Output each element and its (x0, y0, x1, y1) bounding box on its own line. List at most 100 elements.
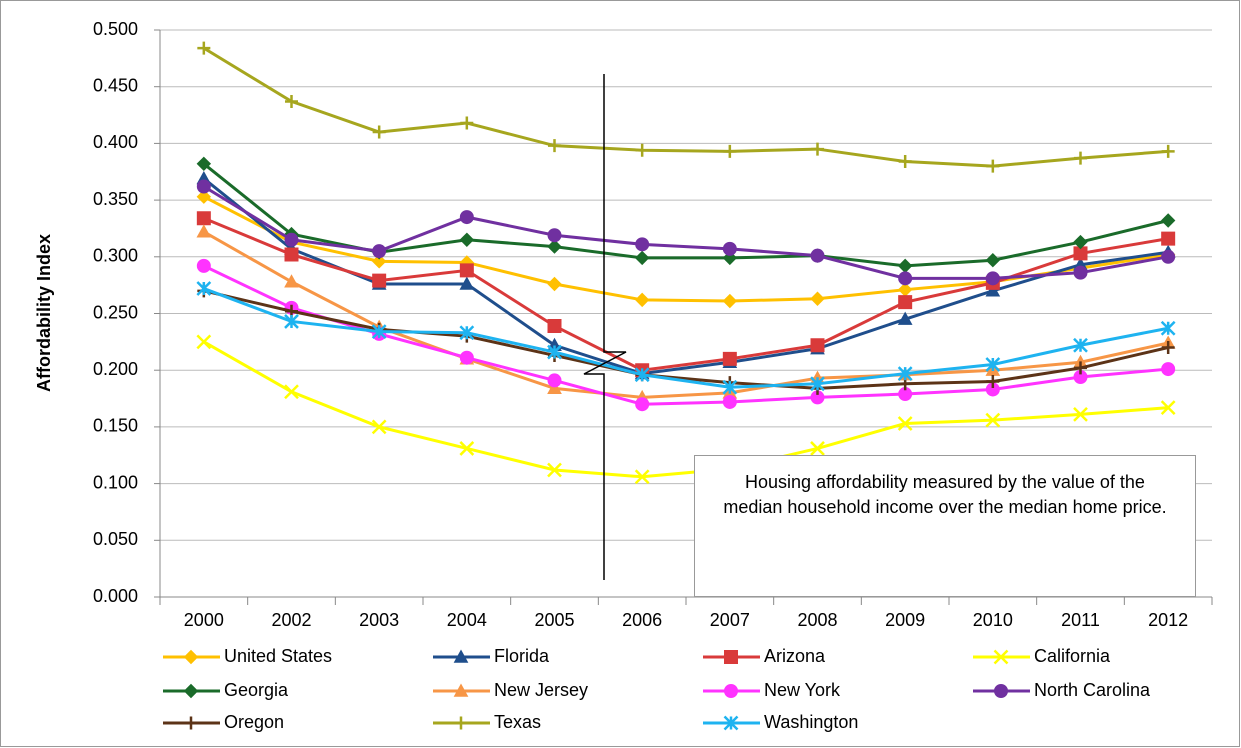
y-tick-label: 0.000 (93, 586, 138, 606)
x-tick-label: 2000 (184, 610, 224, 630)
data-point (634, 367, 650, 383)
data-point (898, 295, 913, 310)
data-point (547, 276, 562, 292)
x-tick-label: 2009 (885, 610, 925, 630)
data-point (547, 373, 562, 388)
data-point (371, 254, 387, 269)
data-point (459, 350, 474, 365)
data-point (284, 314, 299, 329)
legend-label: Texas (494, 712, 541, 732)
data-point (1160, 213, 1176, 228)
series-line (203, 185, 1169, 280)
data-point (459, 276, 475, 290)
data-point (635, 143, 649, 157)
data-point (284, 384, 299, 400)
data-point (898, 155, 912, 169)
series-line (202, 162, 1169, 268)
data-point (196, 156, 212, 172)
plot (196, 41, 1176, 485)
axis-break (583, 74, 627, 580)
data-point (459, 441, 475, 456)
data-point (196, 179, 211, 194)
data-point (810, 376, 825, 392)
y-tick-label: 0.500 (93, 19, 138, 39)
legend-label: New York (764, 680, 841, 700)
data-point (1160, 400, 1176, 416)
data-point (810, 291, 825, 306)
data-point (547, 462, 562, 478)
legend-marker (454, 716, 468, 730)
x-tick-label: 2012 (1148, 610, 1188, 630)
data-point (196, 211, 211, 226)
legend-marker (723, 684, 739, 698)
data-point (634, 469, 650, 485)
data-point (810, 390, 825, 405)
data-point (459, 263, 474, 278)
legend-label: California (1034, 646, 1111, 666)
data-point (459, 232, 475, 247)
data-point (197, 41, 211, 55)
x-tick-label: 2002 (271, 610, 311, 630)
data-point (284, 274, 299, 288)
x-tick-label: 2011 (1061, 610, 1100, 630)
data-point (897, 416, 913, 431)
data-point (547, 344, 562, 360)
data-point (898, 271, 913, 286)
series-line (203, 264, 1169, 406)
data-point (459, 325, 475, 341)
series-line (203, 195, 1169, 303)
series-line (203, 216, 1169, 372)
legend-label: Georgia (224, 680, 289, 700)
series-line (203, 340, 1169, 479)
data-point (723, 144, 737, 158)
y-axis-title: Affordability Index (34, 234, 54, 392)
data-point (196, 281, 212, 296)
data-point (1074, 361, 1087, 375)
legend-label: Florida (494, 646, 550, 666)
y-tick-label: 0.200 (93, 359, 138, 379)
data-point (810, 441, 825, 456)
data-point (547, 239, 562, 254)
legend-label: New Jersey (494, 680, 588, 700)
data-point (985, 283, 1001, 297)
data-point (811, 142, 824, 156)
data-point (459, 210, 474, 225)
data-point (1073, 407, 1088, 422)
data-point (547, 380, 562, 395)
series-line (203, 289, 1169, 390)
data-point (1160, 320, 1176, 336)
data-point (810, 338, 825, 353)
data-point (635, 237, 650, 252)
data-point (284, 232, 299, 247)
x-tick-label: 2003 (359, 610, 399, 630)
data-point (985, 271, 1000, 286)
legend-label: Oregon (224, 712, 284, 732)
data-point (897, 366, 913, 381)
legend-marker (993, 649, 1009, 665)
data-point (1073, 234, 1088, 250)
data-point (1161, 341, 1175, 355)
data-point (898, 387, 913, 402)
data-point (371, 324, 387, 340)
y-tick-label: 0.450 (93, 75, 138, 95)
data-point (284, 247, 299, 262)
data-point (897, 258, 913, 274)
data-point (722, 351, 737, 366)
legend-label: Washington (764, 712, 858, 732)
x-tick-label: 2010 (973, 610, 1013, 630)
y-tick-label: 0.050 (93, 529, 138, 549)
y-tick-label: 0.400 (93, 132, 138, 152)
series-line (203, 230, 1169, 399)
x-tick-label: 2004 (447, 610, 487, 630)
y-tick-label: 0.300 (93, 246, 138, 266)
data-point (548, 139, 561, 153)
data-point (722, 241, 737, 256)
data-point (372, 125, 386, 139)
y-tick-label: 0.250 (93, 302, 138, 322)
series-line (203, 46, 1169, 168)
data-point (897, 311, 913, 325)
legend-marker (723, 715, 739, 731)
data-point (547, 318, 562, 333)
